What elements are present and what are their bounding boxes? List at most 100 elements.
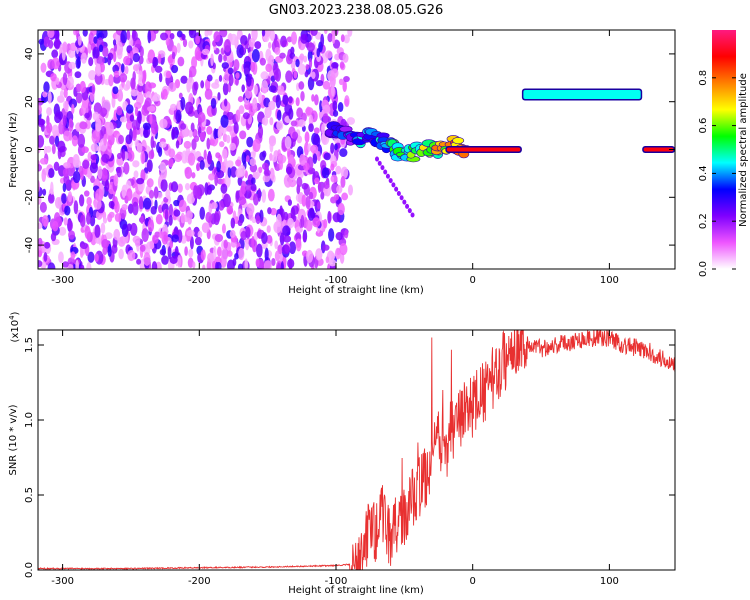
noise-blob [223, 98, 228, 107]
noise-blob [194, 236, 202, 246]
noise-blob [293, 70, 298, 79]
noise-blob [136, 258, 142, 265]
colorbar-tick-label: 0.8 [698, 70, 709, 86]
noise-blob [120, 30, 128, 44]
noise-blob [300, 33, 308, 44]
noise-blob [229, 142, 237, 151]
noise-blob [295, 97, 300, 107]
noise-blob [304, 70, 309, 78]
noise-blob [38, 164, 43, 172]
noise-blob [340, 176, 346, 188]
noise-blob [218, 75, 223, 82]
noise-blob [316, 201, 321, 210]
figure-title: GN03.2023.238.08.05.G26 [269, 3, 444, 18]
noise-blob [94, 72, 103, 85]
noise-blob [347, 30, 353, 37]
noise-blob [168, 158, 174, 168]
noise-blob [263, 169, 271, 177]
noise-blob [321, 167, 330, 179]
noise-blob [204, 30, 209, 38]
noise-blob [94, 253, 99, 263]
noise-blob [102, 216, 108, 224]
noise-blob [285, 70, 293, 83]
noise-blob [123, 161, 130, 175]
noise-blob [206, 74, 213, 82]
noise-blob [328, 228, 335, 242]
noise-blob [154, 65, 163, 73]
noise-blob [99, 107, 108, 117]
noise-blob [305, 63, 310, 71]
noise-blob [219, 30, 228, 38]
noise-blob [289, 154, 294, 162]
noise-blob [133, 101, 142, 110]
noise-blob [180, 212, 186, 224]
noise-blob [169, 32, 175, 40]
noise-blob [210, 201, 218, 210]
noise-blob [152, 56, 157, 69]
colorbar-tick-label: 0.0 [698, 261, 709, 277]
tail-blob [394, 186, 399, 192]
noise-blob [323, 152, 331, 161]
noise-blob [219, 141, 225, 148]
noise-blob [331, 84, 335, 97]
snr-y-axis-label: SNR (10 * v/v) [8, 404, 19, 475]
noise-blob [188, 129, 193, 138]
noise-blob [80, 52, 87, 64]
noise-blob [221, 223, 226, 234]
noise-blob [177, 254, 182, 268]
noise-blob [180, 123, 187, 130]
noise-blob [201, 48, 210, 56]
noise-blob [47, 30, 55, 39]
noise-blob [226, 134, 231, 144]
noise-blob [261, 232, 268, 245]
noise-blob [308, 123, 314, 133]
noise-blob [192, 261, 196, 269]
noise-blob [292, 131, 299, 140]
noise-blob [175, 140, 180, 149]
noise-blob [271, 154, 278, 163]
noise-blob [157, 53, 162, 64]
noise-blob [199, 131, 206, 141]
noise-blob [38, 118, 46, 126]
noise-blob [62, 72, 68, 86]
noise-blob [55, 77, 60, 86]
noise-blob [203, 149, 207, 160]
noise-blob [339, 252, 345, 264]
noise-blob [266, 234, 273, 244]
noise-blob [168, 214, 173, 226]
noise-blob [263, 260, 272, 269]
noise-blob [341, 192, 349, 201]
noise-blob [205, 78, 211, 92]
noise-blob [322, 104, 331, 115]
noise-blob [257, 125, 264, 139]
noise-blob [250, 177, 256, 185]
noise-blob [226, 111, 234, 121]
noise-blob [248, 210, 254, 221]
noise-blob [336, 185, 343, 194]
noise-blob [191, 56, 198, 69]
noise-blob [138, 70, 143, 82]
noise-blob [53, 212, 61, 224]
noise-blob [267, 41, 272, 49]
noise-blob [134, 139, 139, 147]
noise-blob [88, 69, 97, 81]
colorbar-tick-label: 0.4 [698, 165, 709, 181]
noise-blob [113, 70, 120, 78]
noise-blob [148, 189, 155, 199]
noise-blob [102, 246, 108, 256]
noise-blob [295, 232, 302, 241]
noise-blob [181, 33, 186, 41]
noise-blob [159, 32, 169, 41]
noise-blob [62, 182, 67, 193]
noise-blob [214, 78, 219, 85]
noise-blob [269, 207, 277, 216]
noise-blob [290, 120, 298, 127]
track-blob [452, 137, 465, 144]
noise-blob [315, 80, 324, 87]
noise-blob [155, 214, 163, 225]
noise-blob [67, 220, 73, 232]
noise-blob [114, 200, 120, 214]
noise-blob [138, 196, 144, 210]
noise-blob [194, 46, 201, 61]
noise-blob [297, 119, 306, 128]
